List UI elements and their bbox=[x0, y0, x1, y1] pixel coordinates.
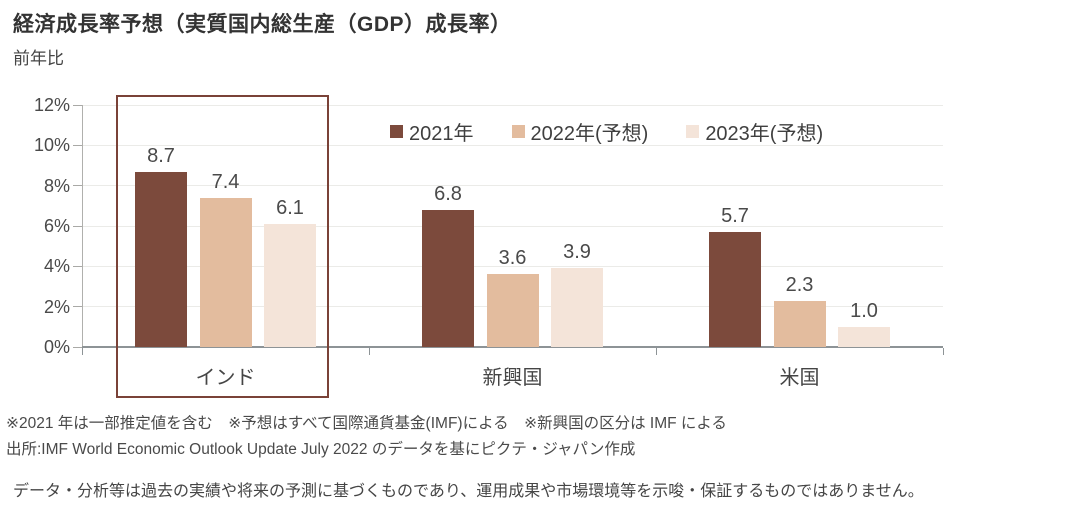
bar-emerging-markets-2023-forecast bbox=[551, 268, 603, 347]
bar-value-label: 7.4 bbox=[211, 170, 240, 193]
legend-item-2022-forecast: 2022年(予想) bbox=[511, 117, 649, 146]
y-axis-tick-label: 6% bbox=[43, 216, 70, 236]
bar-value-label: 3.6 bbox=[498, 247, 527, 270]
legend-item-2021: 2021年 bbox=[390, 117, 474, 146]
chart-subtitle: 前年比 bbox=[13, 49, 64, 68]
x-axis-tick bbox=[942, 348, 944, 355]
y-axis-tick-label: 12% bbox=[33, 95, 70, 115]
chart-title: 経済成長率予想（実質国内総生産（GDP）成長率） bbox=[13, 13, 512, 36]
bar-us-2023-forecast bbox=[838, 326, 890, 347]
bar-value-label: 2.3 bbox=[785, 273, 814, 296]
y-axis-tick bbox=[73, 144, 82, 146]
gridline bbox=[82, 185, 943, 187]
gridline bbox=[82, 144, 943, 146]
bar-india-2022-forecast bbox=[199, 197, 252, 347]
footnote-source: 出所:IMF World Economic Outlook Update Jul… bbox=[6, 441, 636, 458]
x-axis bbox=[82, 346, 943, 348]
x-axis-tick bbox=[81, 348, 83, 355]
bar-emerging-markets-2021 bbox=[422, 209, 474, 347]
y-axis-tick-label: 2% bbox=[43, 296, 70, 317]
y-axis-tick bbox=[73, 306, 82, 308]
bar-value-label: 6.8 bbox=[434, 182, 462, 205]
y-axis-tick-label: 4% bbox=[43, 256, 70, 277]
bar-us-2021 bbox=[709, 232, 761, 347]
category-label-india: インド bbox=[195, 367, 256, 389]
gridline bbox=[82, 225, 943, 227]
bar-value-label: 5.7 bbox=[721, 205, 749, 228]
legend-swatch-2021 bbox=[390, 125, 403, 138]
bar-india-2021 bbox=[135, 171, 187, 347]
y-axis bbox=[81, 105, 83, 348]
legend: 2021年 2022年(予想) 2023年(予想) bbox=[390, 117, 823, 146]
x-axis-tick bbox=[368, 348, 370, 355]
bar-value-label: 1.0 bbox=[850, 299, 878, 322]
highlight-box-india bbox=[115, 95, 329, 398]
bar-value-label: 8.7 bbox=[147, 144, 175, 167]
bar-emerging-markets-2022-forecast bbox=[486, 274, 539, 347]
y-axis-tick-label: 10% bbox=[33, 135, 70, 156]
y-axis-tick bbox=[73, 104, 82, 106]
y-axis-tick-label: 8% bbox=[43, 175, 70, 196]
y-axis-tick bbox=[73, 225, 82, 227]
bar-india-2023-forecast bbox=[264, 223, 316, 347]
footnote-assumptions: ※2021 年は一部推定値を含む ※予想はすべて国際通貨基金(IMF)による ※… bbox=[6, 415, 727, 432]
y-axis-tick bbox=[73, 185, 82, 187]
y-axis-tick-label: 0% bbox=[43, 337, 70, 357]
legend-swatch-2023-forecast bbox=[686, 125, 700, 138]
legend-label-2022-forecast: 2022年(予想) bbox=[530, 123, 649, 145]
bar-us-2022-forecast bbox=[773, 300, 826, 347]
bar-value-label: 3.9 bbox=[563, 241, 591, 264]
gridline bbox=[82, 104, 943, 106]
disclaimer: データ・分析等は過去の実績や将来の予測に基づくものであり、運用成果や市場環境等を… bbox=[13, 483, 924, 500]
y-axis-tick bbox=[73, 265, 82, 267]
legend-label-2021: 2021年 bbox=[409, 123, 474, 145]
y-axis-tick bbox=[73, 346, 82, 348]
category-label-us: 米国 bbox=[779, 367, 820, 389]
x-axis-tick bbox=[655, 348, 657, 355]
gridline bbox=[82, 265, 943, 267]
bar-value-label: 6.1 bbox=[276, 196, 304, 219]
legend-label-2023-forecast: 2023年(予想) bbox=[705, 123, 824, 145]
legend-swatch-2022-forecast bbox=[511, 125, 525, 138]
legend-item-2023-forecast: 2023年(予想) bbox=[686, 117, 823, 146]
category-label-emerging-markets: 新興国 bbox=[482, 367, 543, 389]
